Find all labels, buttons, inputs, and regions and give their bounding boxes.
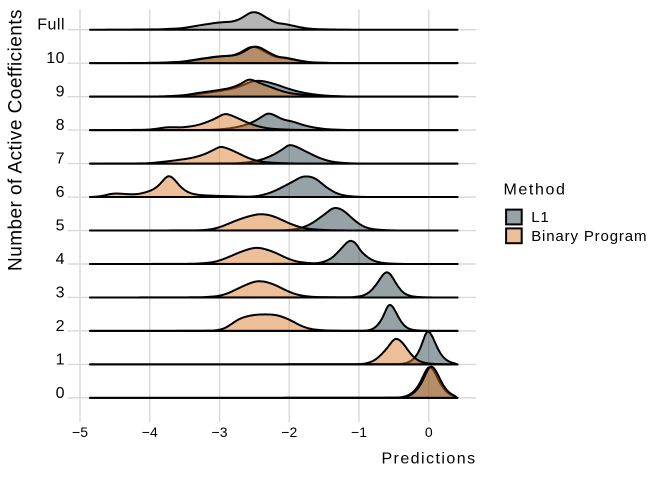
svg-text:4: 4 bbox=[56, 251, 65, 268]
svg-text:Method: Method bbox=[504, 182, 567, 199]
svg-text:7: 7 bbox=[56, 151, 65, 168]
svg-text:Number of Active Coefficients: Number of Active Coefficients bbox=[6, 9, 27, 271]
svg-text:3: 3 bbox=[56, 284, 65, 301]
svg-text:−1: −1 bbox=[351, 424, 367, 440]
svg-text:0: 0 bbox=[425, 424, 433, 440]
svg-text:L1: L1 bbox=[531, 209, 549, 226]
svg-text:10: 10 bbox=[46, 50, 65, 67]
svg-text:1: 1 bbox=[56, 351, 65, 368]
svg-text:−5: −5 bbox=[72, 424, 88, 440]
svg-text:−3: −3 bbox=[212, 424, 228, 440]
svg-text:Full: Full bbox=[37, 17, 65, 34]
svg-text:Binary Program: Binary Program bbox=[531, 228, 647, 245]
svg-text:−4: −4 bbox=[142, 424, 158, 440]
svg-text:9: 9 bbox=[56, 84, 65, 101]
svg-text:−2: −2 bbox=[281, 424, 297, 440]
svg-text:8: 8 bbox=[56, 117, 65, 134]
svg-text:0: 0 bbox=[56, 385, 65, 402]
svg-text:5: 5 bbox=[56, 218, 65, 235]
svg-text:2: 2 bbox=[56, 318, 65, 335]
svg-text:6: 6 bbox=[56, 184, 65, 201]
svg-text:Predictions: Predictions bbox=[381, 451, 476, 468]
